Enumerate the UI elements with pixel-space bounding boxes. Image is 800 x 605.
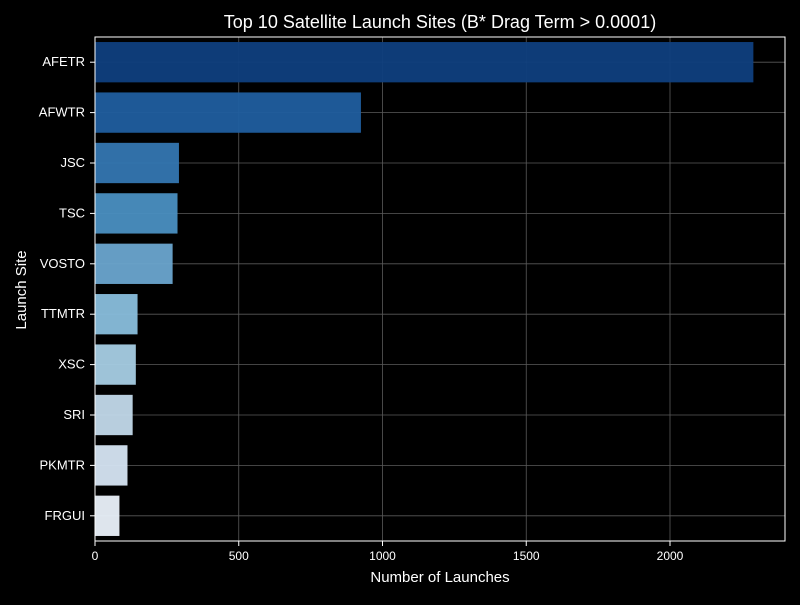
chart-title: Top 10 Satellite Launch Sites (B* Drag T… [224, 12, 656, 32]
bar-ttmtr [95, 294, 138, 335]
bar-vosto [95, 243, 173, 284]
x-axis-label: Number of Launches [370, 569, 509, 586]
bar-afetr [95, 42, 754, 83]
y-tick-label-tsc: TSC [59, 205, 85, 220]
y-tick-label-sri: SRI [63, 407, 85, 422]
bar-xsc [95, 344, 136, 385]
bar-afwtr [95, 92, 361, 133]
bar-tsc [95, 193, 178, 234]
bar-jsc [95, 142, 179, 184]
bar-sri [95, 394, 133, 436]
x-tick-label-1: 500 [229, 549, 249, 563]
y-tick-label-ttmtr: TTMTR [41, 306, 85, 321]
y-tick-label-xsc: XSC [58, 357, 85, 372]
y-tick-label-frgui: FRGUI [45, 508, 85, 523]
bars [95, 42, 754, 536]
x-tick-label-4: 2000 [657, 549, 684, 563]
y-tick-label-afwtr: AFWTR [39, 105, 85, 120]
y-tick-label-pkmtr: PKMTR [40, 457, 86, 472]
y-tick-label-jsc: JSC [60, 155, 85, 170]
axes: 0 500 1000 1500 2000 AFETR AFWTR JSC TSC VOSTO TTM… [39, 36, 786, 563]
bar-pkmtr [95, 445, 128, 486]
y-tick-label-afetr: AFETR [42, 54, 85, 69]
x-tick-label-3: 1500 [513, 549, 540, 563]
x-tick-label-0: 0 [92, 549, 99, 563]
bar-frgui [95, 495, 120, 536]
plot-frame [94, 36, 786, 542]
x-tick-label-2: 1000 [369, 549, 396, 563]
y-tick-label-vosto: VOSTO [40, 256, 85, 271]
y-axis-label: Launch Site [13, 250, 30, 329]
grid-lines [94, 37, 785, 541]
